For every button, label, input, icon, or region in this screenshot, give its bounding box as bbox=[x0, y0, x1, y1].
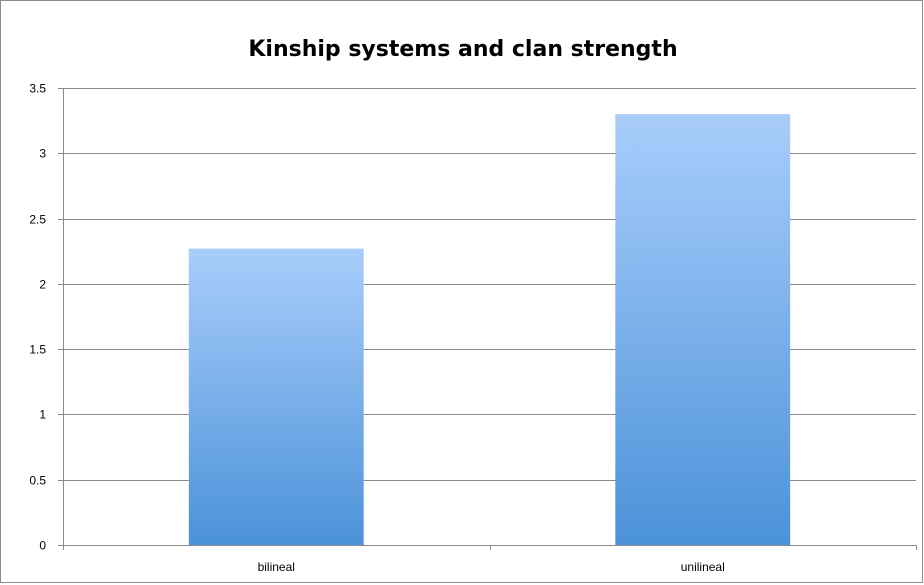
y-tick-label: 2 bbox=[39, 278, 46, 292]
bars bbox=[188, 114, 791, 546]
chart-title: Kinship systems and clan strength bbox=[248, 37, 677, 62]
y-tick-label: 1.5 bbox=[29, 343, 46, 357]
y-tick-label: 0.5 bbox=[29, 474, 46, 488]
x-tick-labels: bilineal unilineal bbox=[258, 560, 725, 574]
y-tick-label: 3 bbox=[39, 147, 46, 161]
y-tick-label: 0 bbox=[39, 539, 46, 553]
bar-bilineal bbox=[188, 248, 364, 546]
y-tick-label: 2.5 bbox=[29, 213, 46, 227]
x-tick-label: unilineal bbox=[681, 560, 725, 574]
y-tick-label: 1 bbox=[39, 408, 46, 422]
bar-unilineal bbox=[615, 114, 791, 545]
axes bbox=[63, 88, 917, 550]
y-tick-label: 3.5 bbox=[29, 82, 46, 96]
y-tick-labels: 0 0.5 1 1.5 2 2.5 3 3.5 bbox=[29, 82, 46, 553]
x-tick-label: bilineal bbox=[258, 560, 295, 574]
